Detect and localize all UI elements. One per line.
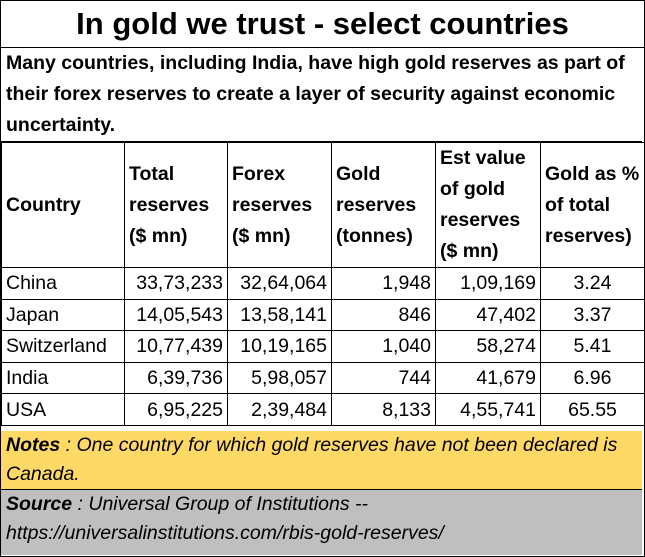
cell-gold-pct: 6.96: [540, 361, 645, 395]
table-row: India 6,39,736 5,98,057 744 41,679 6.96: [1, 361, 645, 395]
cell-forex-reserves: 32,64,064: [227, 267, 332, 300]
cell-gold-pct: 3.37: [540, 298, 645, 332]
page-title: In gold we trust - select countries: [1, 1, 644, 48]
cell-country: Japan: [1, 298, 125, 332]
col-header-total-reserves: Total reserves ($ mn): [124, 142, 228, 268]
notes-label: Notes: [6, 434, 61, 456]
cell-total-reserves: 14,05,543: [124, 298, 228, 332]
cell-est-value: 47,402: [435, 298, 541, 332]
cell-forex-reserves: 5,98,057: [227, 361, 332, 395]
notes-text: : One country for which gold reserves ha…: [6, 434, 618, 485]
cell-forex-reserves: 2,39,484: [227, 393, 332, 426]
header-row: Country Total reserves ($ mn) Forex rese…: [1, 142, 645, 268]
cell-gold-pct: 65.55: [540, 393, 645, 426]
table-row: USA 6,95,225 2,39,484 8,133 4,55,741 65.…: [1, 393, 645, 426]
source-box: Source : Universal Group of Institutions…: [1, 490, 642, 555]
cell-gold-pct: 5.41: [540, 330, 645, 363]
table-row: Switzerland 10,77,439 10,19,165 1,040 58…: [1, 330, 645, 363]
col-header-est-value: Est value of gold reserves ($ mn): [435, 142, 541, 268]
cell-gold-reserves: 1,948: [331, 267, 436, 300]
cell-total-reserves: 33,73,233: [124, 267, 228, 300]
cell-est-value: 1,09,169: [435, 267, 541, 300]
notes-box: Notes : One country for which gold reser…: [1, 431, 642, 490]
source-text: : Universal Group of Institutions -- htt…: [6, 493, 444, 544]
cell-est-value: 4,55,741: [435, 393, 541, 426]
cell-total-reserves: 10,77,439: [124, 330, 228, 363]
col-header-gold-pct: Gold as % of total reserves): [540, 142, 645, 268]
cell-forex-reserves: 13,58,141: [227, 298, 332, 332]
cell-est-value: 41,679: [435, 361, 541, 395]
cell-country: India: [1, 361, 125, 395]
cell-total-reserves: 6,95,225: [124, 393, 228, 426]
cell-gold-reserves: 744: [331, 361, 436, 395]
table-row: China 33,73,233 32,64,064 1,948 1,09,169…: [1, 267, 645, 300]
cell-est-value: 58,274: [435, 330, 541, 363]
cell-country: USA: [1, 393, 125, 426]
cell-country: Switzerland: [1, 330, 125, 363]
table-row: Japan 14,05,543 13,58,141 846 47,402 3.3…: [1, 298, 645, 332]
cell-country: China: [1, 267, 125, 300]
cell-gold-reserves: 846: [331, 298, 436, 332]
col-header-country: Country: [1, 142, 125, 268]
cell-gold-reserves: 1,040: [331, 330, 436, 363]
col-header-forex-reserves: Forex reserves ($ mn): [227, 142, 332, 268]
col-header-gold-reserves: Gold reserves (tonnes): [331, 142, 436, 268]
cell-gold-reserves: 8,133: [331, 393, 436, 426]
source-label: Source: [6, 493, 73, 515]
cell-forex-reserves: 10,19,165: [227, 330, 332, 363]
gold-reserves-table: Country Total reserves ($ mn) Forex rese…: [1, 142, 645, 426]
cell-total-reserves: 6,39,736: [124, 361, 228, 395]
cell-gold-pct: 3.24: [540, 267, 645, 300]
intro-text: Many countries, including India, have hi…: [1, 48, 642, 142]
